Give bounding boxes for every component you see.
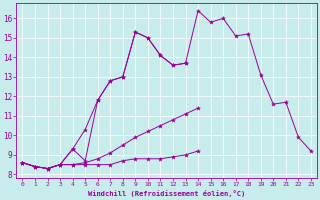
X-axis label: Windchill (Refroidissement éolien,°C): Windchill (Refroidissement éolien,°C) [88,190,245,197]
